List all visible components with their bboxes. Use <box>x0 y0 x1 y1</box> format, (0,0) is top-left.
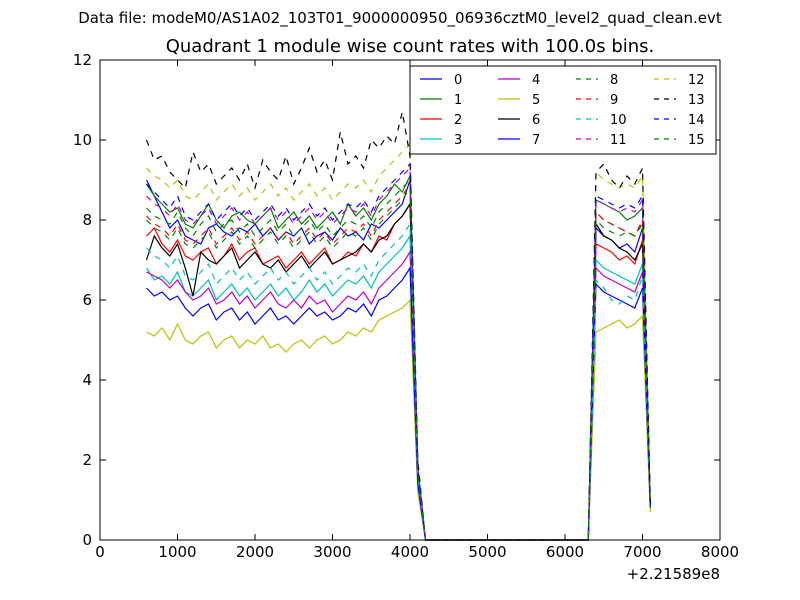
x-tick-label: 1000 <box>158 543 196 561</box>
series-line-5 <box>146 298 651 541</box>
y-tick-label: 0 <box>82 531 92 549</box>
x-tick-label: 7000 <box>623 543 661 561</box>
legend-label-3: 3 <box>454 133 462 148</box>
legend-label-0: 0 <box>454 73 462 88</box>
ticks-layer: 0 1000 2000 3000 4000 5000 6000 7000 80000246810… <box>73 51 739 561</box>
legend-label-12: 12 <box>688 73 705 88</box>
series-line-15 <box>146 186 651 541</box>
legend-label-13: 13 <box>688 93 705 108</box>
series-line-13 <box>145 111 651 541</box>
legend-label-9: 9 <box>610 93 618 108</box>
series-line-10 <box>146 222 651 541</box>
series-layer <box>145 111 651 541</box>
series-line-7 <box>146 266 651 541</box>
legend-label-14: 14 <box>688 113 705 128</box>
y-tick-label: 2 <box>82 451 92 469</box>
series-line-0 <box>145 179 651 541</box>
series-line-14 <box>146 162 651 541</box>
series-line-9 <box>146 182 651 541</box>
series-line-6 <box>145 202 651 541</box>
y-tick-label: 8 <box>82 211 92 229</box>
y-tick-label: 6 <box>82 291 92 309</box>
legend-label-1: 1 <box>454 93 462 108</box>
legend-label-15: 15 <box>688 133 705 148</box>
x-tick-label: 2000 <box>236 543 274 561</box>
legend-label-11: 11 <box>610 133 627 148</box>
legend-label-7: 7 <box>532 133 540 148</box>
series-line-2 <box>146 202 651 541</box>
series-line-11 <box>146 166 651 541</box>
legend-label-10: 10 <box>610 113 627 128</box>
x-tick-label: 6000 <box>546 543 584 561</box>
data-file-suptitle: Data file: modeM0/AS1A02_103T01_90000009… <box>78 9 722 27</box>
x-tick-label: 5000 <box>468 543 506 561</box>
legend-label-5: 5 <box>532 93 540 108</box>
x-tick-label: 4000 <box>391 543 429 561</box>
x-axis-offset-label: +2.21589e8 <box>626 565 720 583</box>
y-tick-label: 10 <box>73 131 92 149</box>
series-line-8 <box>146 178 651 541</box>
series-line-4 <box>146 250 651 541</box>
x-tick-label: 8000 <box>701 543 739 561</box>
legend-label-2: 2 <box>454 113 462 128</box>
y-tick-label: 4 <box>82 371 92 389</box>
x-tick-label: 3000 <box>313 543 351 561</box>
chart-title: Quadrant 1 module wise count rates with … <box>165 36 655 57</box>
legend-label-4: 4 <box>532 73 540 88</box>
x-tick-label: 0 <box>95 543 105 561</box>
legend-label-8: 8 <box>610 73 618 88</box>
y-tick-label: 12 <box>73 51 92 69</box>
legend-label-6: 6 <box>532 113 540 128</box>
series-line-3 <box>145 234 651 541</box>
